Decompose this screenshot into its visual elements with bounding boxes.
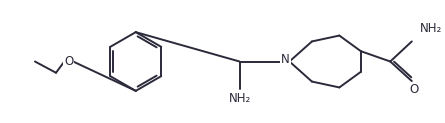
- Text: NH₂: NH₂: [420, 22, 442, 35]
- Text: O: O: [409, 83, 418, 96]
- Text: NH₂: NH₂: [228, 92, 251, 105]
- Text: N: N: [281, 53, 290, 66]
- Text: O: O: [64, 55, 73, 68]
